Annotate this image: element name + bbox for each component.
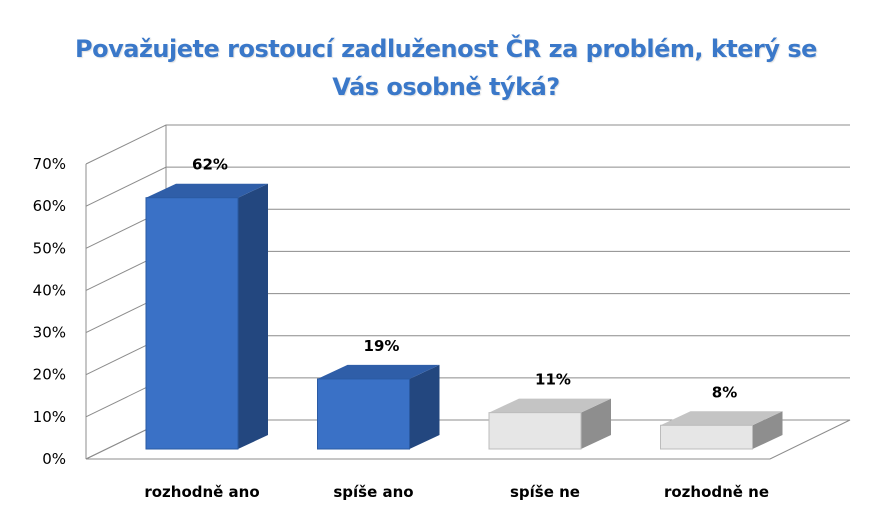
data-label: 19% — [364, 337, 400, 355]
data-label: 8% — [712, 383, 737, 401]
gridline — [85, 166, 850, 207]
y-tick-label: 40% — [33, 281, 66, 299]
bar — [317, 364, 440, 450]
x-category-label: rozhodně ne — [664, 483, 769, 501]
bar-top — [489, 398, 611, 413]
bar-side — [238, 183, 268, 449]
labels: 62% rozhodně ano 19% spíše ano 11% spíše ne 8%… — [144, 156, 769, 501]
bar-top — [146, 183, 268, 198]
bar-front — [145, 197, 239, 450]
y-axis-ticks: 0% 10% 20% 30% 40% 50% 60% 70% — [33, 155, 66, 468]
bar-front — [488, 412, 582, 450]
chart-title-line-2: Vás osobně týká? — [332, 73, 560, 101]
chart-floor — [85, 419, 851, 460]
bar-front — [317, 378, 410, 450]
y-tick-label: 60% — [33, 197, 66, 215]
y-tick-label: 30% — [33, 324, 66, 342]
y-tick-label: 50% — [33, 239, 66, 257]
x-category-label: spíše ne — [510, 483, 580, 501]
bar-top — [660, 411, 783, 426]
gridline — [85, 124, 850, 165]
y-tick-label: 20% — [33, 366, 66, 384]
x-category-label: rozhodně ano — [144, 483, 259, 501]
bar-front — [660, 424, 753, 450]
x-category-label: spíše ano — [333, 483, 413, 501]
chart-title-line-1: Považujete rostoucí zadluženost ČR za pr… — [75, 35, 817, 63]
y-tick-label: 70% — [33, 155, 66, 173]
bar — [145, 183, 268, 450]
chart-title: Považujete rostoucí zadluženost ČR za pr… — [0, 30, 892, 106]
bars — [145, 183, 783, 450]
y-tick-label: 10% — [33, 408, 66, 426]
bar — [488, 398, 611, 450]
y-tick-label: 0% — [42, 450, 66, 468]
data-label: 11% — [535, 371, 571, 389]
data-label: 62% — [192, 156, 228, 174]
bar — [660, 411, 783, 450]
bar-side — [752, 411, 783, 449]
bar-top — [317, 364, 440, 379]
bar-side — [409, 364, 440, 449]
bar-side — [581, 398, 611, 449]
